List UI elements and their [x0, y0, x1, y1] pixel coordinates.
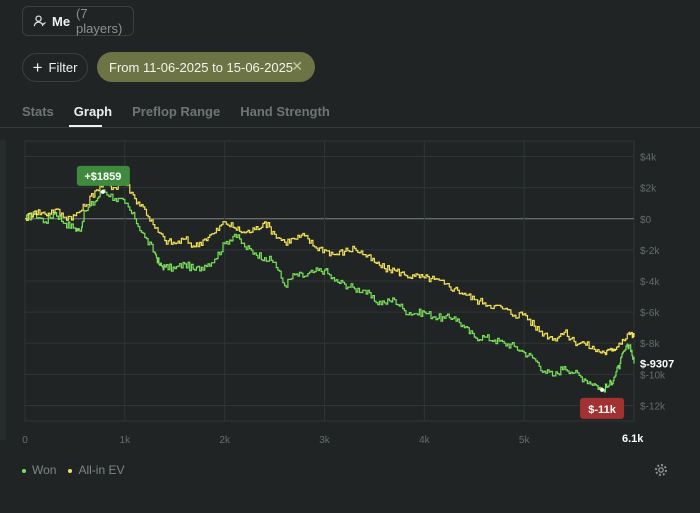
- chart-legend: Won All-in EV: [22, 463, 124, 477]
- legend-label-won: Won: [32, 463, 57, 477]
- tab-hand-strength[interactable]: Hand Strength: [240, 104, 330, 119]
- tab-bar: Stats Graph Preflop Range Hand Strength: [22, 104, 350, 119]
- y-tick-label: $-10k: [640, 370, 666, 381]
- x-tick-label: 4k: [419, 435, 431, 446]
- player-count: (7 players): [76, 6, 123, 36]
- filter-label: Filter: [48, 60, 78, 75]
- x-tick-label: 1k: [120, 435, 132, 446]
- scrollbar[interactable]: [0, 140, 6, 440]
- max-point-marker: [100, 189, 105, 194]
- legend-dot-won: [22, 468, 26, 473]
- active-tab-indicator: [69, 125, 102, 127]
- series-line-ev: [25, 180, 635, 356]
- tab-divider: [0, 127, 700, 128]
- y-tick-label: $-8k: [640, 339, 660, 350]
- min-point-marker: [600, 387, 605, 392]
- legend-dot-ev: [68, 468, 73, 473]
- tab-preflop-range[interactable]: Preflop Range: [132, 104, 221, 119]
- max-badge-label: +$1859: [84, 171, 121, 183]
- y-tick-label: $-6k: [640, 308, 660, 319]
- x-tick-label: 5k: [519, 435, 531, 446]
- plus-icon: +: [32, 58, 43, 77]
- y-tick-label: $-4k: [640, 277, 660, 288]
- user-icon: [33, 15, 46, 27]
- date-range-label: From 11-06-2025 to 15-06-2025: [109, 59, 294, 75]
- y-tick-label: $-2k: [640, 246, 660, 257]
- x-end-label: 6.1k: [622, 433, 644, 445]
- series-line-won: [25, 189, 635, 393]
- x-tick-label: 3k: [319, 435, 331, 446]
- profit-graph: $4k $2k $0 $-2k $-4k $-6k $-8k $-10k $-12k 0 1k 2k 3…: [22, 140, 674, 446]
- legend-item-ev[interactable]: All-in EV: [68, 463, 124, 477]
- close-icon[interactable]: ✕: [291, 58, 303, 74]
- player-name: Me: [51, 13, 71, 29]
- y-tick-label: $4k: [640, 153, 657, 164]
- player-selector-button[interactable]: Me (7 players): [22, 6, 134, 36]
- y-tick-label: $2k: [640, 184, 657, 195]
- y-tick-label: $-12k: [640, 401, 666, 412]
- y-tick-label: $0: [640, 215, 652, 226]
- final-value-label: $-9307: [640, 359, 674, 371]
- x-tick-label: 2k: [219, 435, 231, 446]
- x-tick-label: 0: [22, 435, 28, 446]
- legend-item-won[interactable]: Won: [22, 463, 56, 477]
- date-range-chip[interactable]: From 11-06-2025 to 15-06-2025 ✕: [97, 52, 315, 82]
- max-badge: [76, 165, 130, 186]
- min-badge: [580, 397, 625, 419]
- tab-graph[interactable]: Graph: [73, 104, 113, 119]
- min-badge-label: $-11k: [588, 404, 616, 416]
- filter-button[interactable]: + Filter: [22, 53, 88, 82]
- tab-stats[interactable]: Stats: [22, 104, 54, 119]
- legend-label-ev: All-in EV: [78, 463, 125, 477]
- gear-icon[interactable]: [654, 463, 668, 477]
